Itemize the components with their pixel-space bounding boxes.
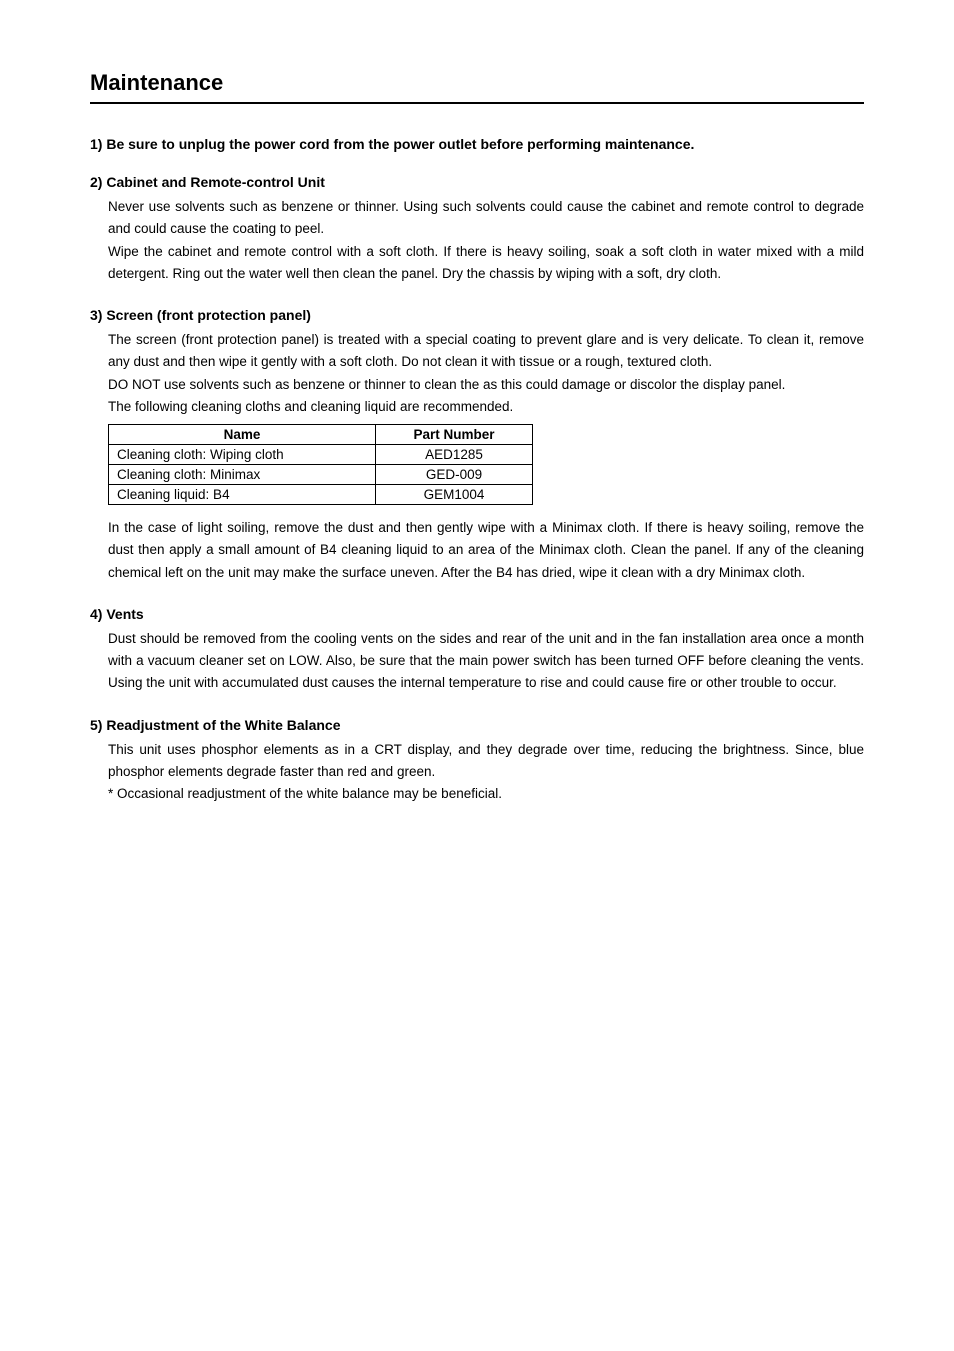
table-header-row: Name Part Number — [109, 425, 533, 445]
table-row: Cleaning cloth: Wiping cloth AED1285 — [109, 445, 533, 465]
table-cell-name: Cleaning liquid: B4 — [109, 485, 376, 505]
section-3-body-top: The screen (front protection panel) is t… — [108, 329, 864, 418]
section-2-p1: Never use solvents such as benzene or th… — [108, 196, 864, 241]
section-4-body: Dust should be removed from the cooling … — [108, 628, 864, 695]
table-header-name: Name — [109, 425, 376, 445]
table-row: Cleaning cloth: Minimax GED-009 — [109, 465, 533, 485]
section-3-p2: DO NOT use solvents such as benzene or t… — [108, 374, 864, 396]
section-2-heading: 2) Cabinet and Remote-control Unit — [90, 174, 864, 190]
table-header-part: Part Number — [376, 425, 533, 445]
section-2-body: Never use solvents such as benzene or th… — [108, 196, 864, 285]
section-4: 4) Vents Dust should be removed from the… — [90, 606, 864, 695]
parts-table: Name Part Number Cleaning cloth: Wiping … — [108, 424, 533, 505]
section-3: 3) Screen (front protection panel) The s… — [90, 307, 864, 584]
section-2: 2) Cabinet and Remote-control Unit Never… — [90, 174, 864, 285]
section-5: 5) Readjustment of the White Balance Thi… — [90, 717, 864, 806]
document-page: Maintenance 1) Be sure to unplug the pow… — [0, 0, 954, 898]
page-title: Maintenance — [90, 70, 864, 104]
section-3-body-bottom: In the case of light soiling, remove the… — [108, 517, 864, 584]
table-cell-name: Cleaning cloth: Wiping cloth — [109, 445, 376, 465]
section-1: 1) Be sure to unplug the power cord from… — [90, 136, 864, 152]
section-2-p2: Wipe the cabinet and remote control with… — [108, 241, 864, 286]
table-cell-name: Cleaning cloth: Minimax — [109, 465, 376, 485]
table-row: Cleaning liquid: B4 GEM1004 — [109, 485, 533, 505]
table-cell-part: GEM1004 — [376, 485, 533, 505]
section-5-p1: This unit uses phosphor elements as in a… — [108, 739, 864, 784]
table-cell-part: AED1285 — [376, 445, 533, 465]
section-3-heading: 3) Screen (front protection panel) — [90, 307, 864, 323]
table-cell-part: GED-009 — [376, 465, 533, 485]
section-5-body: This unit uses phosphor elements as in a… — [108, 739, 864, 806]
section-3-p1: The screen (front protection panel) is t… — [108, 329, 864, 374]
section-4-heading: 4) Vents — [90, 606, 864, 622]
section-5-p2: * Occasional readjustment of the white b… — [108, 783, 864, 805]
section-4-p1: Dust should be removed from the cooling … — [108, 628, 864, 695]
section-3-p4: In the case of light soiling, remove the… — [108, 517, 864, 584]
section-5-heading: 5) Readjustment of the White Balance — [90, 717, 864, 733]
section-1-heading: 1) Be sure to unplug the power cord from… — [90, 136, 864, 152]
section-3-p3: The following cleaning cloths and cleani… — [108, 396, 864, 418]
